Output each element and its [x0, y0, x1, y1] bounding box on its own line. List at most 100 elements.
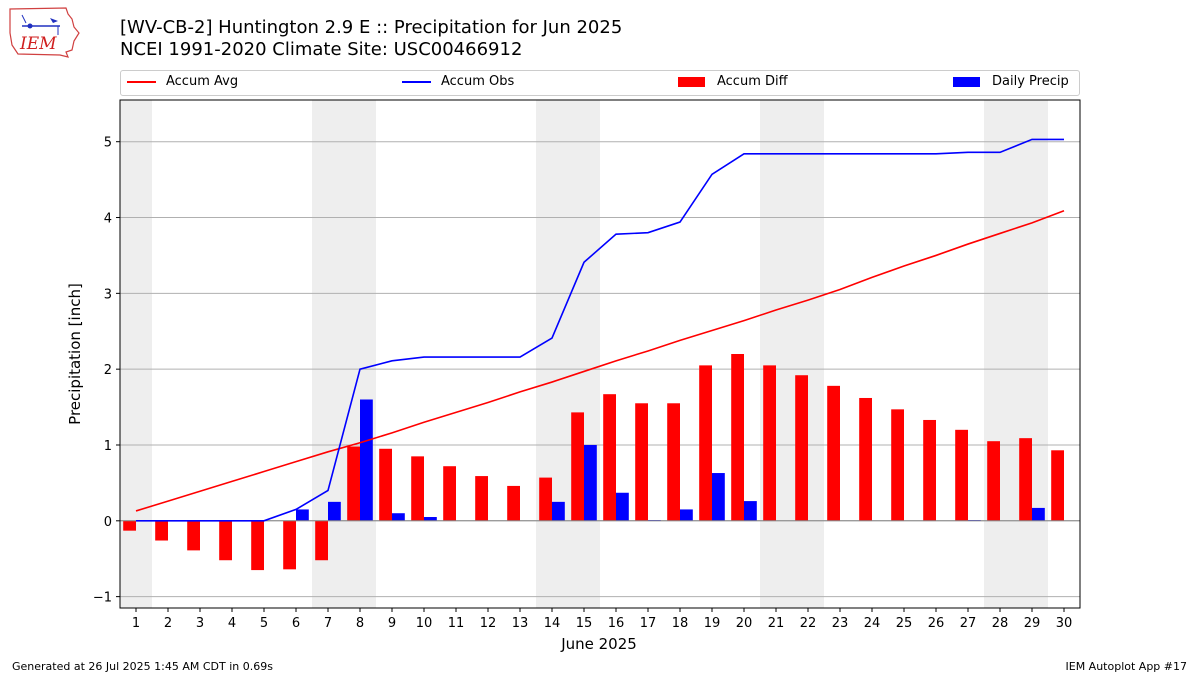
x-tick-label-21: 21 — [768, 616, 785, 631]
accum-diff-bar-14 — [539, 477, 552, 521]
daily-precip-bar-10 — [424, 517, 437, 521]
x-tick-label-23: 23 — [832, 616, 849, 631]
accum-diff-bar-20 — [731, 354, 744, 521]
y-tick-label--1: −1 — [93, 591, 112, 606]
accum-diff-bar-29 — [1019, 438, 1032, 521]
x-tick-label-11: 11 — [448, 616, 465, 631]
x-tick-label-9: 9 — [388, 616, 396, 631]
daily-precip-bar-19 — [712, 473, 725, 521]
accum-diff-bar-12 — [475, 476, 488, 521]
accum-diff-bar-3 — [187, 520, 200, 551]
accum-diff-bar-10 — [411, 456, 424, 521]
x-tick-label-14: 14 — [544, 616, 561, 631]
x-tick-label-27: 27 — [960, 616, 977, 631]
title-line-2: NCEI 1991-2020 Climate Site: USC00466912 — [120, 39, 523, 60]
daily-precip-bar-18 — [680, 509, 693, 521]
x-tick-label-19: 19 — [704, 616, 721, 631]
accum-diff-bar-5 — [251, 520, 264, 571]
accum-diff-bar-25 — [891, 409, 904, 521]
accum-avg-line — [135, 209, 1065, 512]
accum-diff-bar-7 — [315, 520, 328, 561]
y-tick-label-3: 3 — [104, 287, 112, 302]
accum-diff-bar-13 — [507, 485, 520, 521]
iem-logo: IEM — [8, 5, 80, 59]
accum-diff-bar-16 — [603, 394, 616, 521]
footer-app: IEM Autoplot App #17 — [1065, 660, 1188, 673]
title-line-1: [WV-CB-2] Huntington 2.9 E :: Precipitat… — [120, 17, 623, 38]
daily-precip-bar-15 — [584, 444, 597, 521]
weekend-band-5 — [984, 100, 1048, 608]
daily-precip-bar-14 — [552, 501, 565, 521]
accum-diff-bar-9 — [379, 448, 392, 521]
legend-label-accum-diff: Accum Diff — [717, 74, 788, 89]
plot-frame — [119, 99, 1081, 609]
x-axis-label: June 2025 — [560, 635, 637, 653]
weekend-band-4 — [760, 100, 824, 608]
y-tick-label-1: 1 — [104, 439, 112, 454]
x-tick-label-4: 4 — [228, 616, 236, 631]
x-tick-label-24: 24 — [864, 616, 881, 631]
legend: Accum Avg Accum Obs Accum Diff Daily Pre… — [120, 70, 1080, 96]
x-tick-label-1: 1 — [132, 616, 140, 631]
accum-diff-bar-11 — [443, 466, 456, 521]
legend-swatch-accum-diff — [678, 77, 705, 87]
x-tick-label-30: 30 — [1056, 616, 1073, 631]
y-tick-label-4: 4 — [104, 212, 112, 227]
accum-diff-bar-2 — [155, 520, 168, 541]
legend-label-daily-precip: Daily Precip — [992, 74, 1069, 89]
accum-diff-bar-19 — [699, 365, 712, 521]
legend-swatch-accum-obs — [402, 81, 431, 83]
bars — [123, 354, 1064, 571]
x-tick-label-28: 28 — [992, 616, 1009, 631]
weekend-band-1 — [120, 100, 152, 608]
daily-precip-bar-6 — [296, 509, 309, 521]
legend-swatch-accum-avg — [127, 81, 156, 83]
x-tick-label-12: 12 — [480, 616, 497, 631]
accum-diff-bar-27 — [955, 429, 968, 521]
accum-diff-bar-30 — [1051, 450, 1064, 521]
x-tick-label-18: 18 — [672, 616, 689, 631]
accum-diff-bar-15 — [571, 412, 584, 521]
accum-obs-line — [136, 138, 1064, 522]
x-tick-label-10: 10 — [416, 616, 433, 631]
accum-diff-bar-6 — [283, 520, 296, 570]
accum-diff-bar-18 — [667, 403, 680, 521]
y-tick-label-5: 5 — [104, 136, 112, 151]
daily-precip-bar-8 — [360, 399, 373, 521]
daily-precip-bar-16 — [616, 492, 629, 521]
y-tick-label-0: 0 — [104, 515, 112, 530]
accum-diff-bar-4 — [219, 520, 232, 561]
x-tick-label-20: 20 — [736, 616, 753, 631]
accum-diff-bar-1 — [123, 520, 136, 531]
iowa-map-icon: IEM — [9, 7, 80, 58]
daily-precip-bar-29 — [1032, 507, 1045, 521]
x-tick-label-15: 15 — [576, 616, 593, 631]
accum-diff-bar-26 — [923, 419, 936, 521]
x-axis: 1 2 3 4 5 6 7 8 9 10 11 12 13 14 15 16 17 18 19 20 21 22 23 24 2… — [132, 608, 1072, 631]
weekend-shading-layer — [120, 100, 1048, 608]
daily-precip-bar-7 — [328, 501, 341, 521]
daily-precip-bar-20 — [744, 501, 757, 521]
accum-diff-bar-21 — [763, 365, 776, 521]
accum-diff-bar-28 — [987, 441, 1000, 521]
accum-diff-bar-8 — [347, 446, 360, 521]
accum-diff-bar-22 — [795, 375, 808, 521]
weekend-band-3 — [536, 100, 600, 608]
x-tick-label-22: 22 — [800, 616, 817, 631]
x-tick-label-25: 25 — [896, 616, 913, 631]
x-tick-label-26: 26 — [928, 616, 945, 631]
x-tick-label-3: 3 — [196, 616, 204, 631]
x-tick-label-29: 29 — [1024, 616, 1041, 631]
x-tick-label-17: 17 — [640, 616, 657, 631]
x-tick-label-5: 5 — [260, 616, 268, 631]
x-tick-label-2: 2 — [164, 616, 172, 631]
accum-diff-bar-17 — [635, 403, 648, 521]
accum-diff-bar-23 — [827, 385, 840, 521]
x-tick-label-16: 16 — [608, 616, 625, 631]
legend-swatch-daily-precip — [953, 77, 980, 87]
chart-title: [WV-CB-2] Huntington 2.9 E :: Precipitat… — [120, 17, 622, 61]
accum-diff-bar-24 — [859, 397, 872, 521]
x-tick-label-6: 6 — [292, 616, 300, 631]
y-axis-label: Precipitation [inch] — [66, 283, 84, 425]
x-tick-label-13: 13 — [512, 616, 529, 631]
